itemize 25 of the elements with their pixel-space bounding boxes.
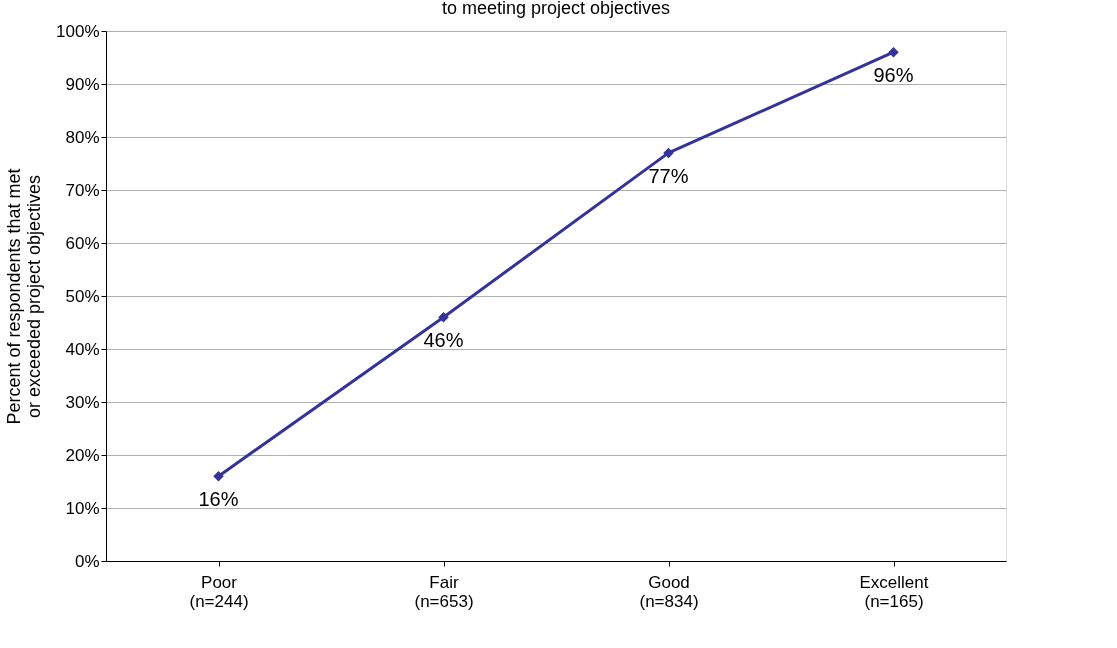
y-tick-label: 100% <box>56 21 100 41</box>
data-label: 77% <box>648 164 689 187</box>
y-tick-label: 90% <box>65 74 100 94</box>
chart-title: to meeting project objectives <box>441 0 671 18</box>
y-tick-label: 70% <box>65 180 100 200</box>
data-label: 46% <box>423 329 464 352</box>
y-tick-label: 80% <box>65 127 100 147</box>
point <box>213 470 224 482</box>
point <box>663 147 674 159</box>
data-label: 96% <box>873 64 914 87</box>
point <box>888 46 899 58</box>
y-tick-label: 60% <box>65 233 100 253</box>
y-tick-label: 50% <box>65 286 100 306</box>
point <box>438 311 449 323</box>
y-tick-label: 30% <box>65 392 100 412</box>
y-tick-label: 0% <box>74 551 100 571</box>
y-axis-title: Percent of respondents that met or exceeded project objectives <box>4 168 45 425</box>
x-tick-label: Good (n=834) <box>639 572 699 611</box>
y-tick-label: 20% <box>65 445 100 465</box>
x-tick-label: Fair (n=653) <box>414 572 474 611</box>
y-tick-label: 40% <box>65 339 100 359</box>
data-label: 16% <box>198 488 239 511</box>
x-tick-label: Excellent (n=165) <box>859 572 929 611</box>
y-tick-label: 10% <box>65 498 100 518</box>
x-tick-label: Poor (n=244) <box>189 572 249 611</box>
